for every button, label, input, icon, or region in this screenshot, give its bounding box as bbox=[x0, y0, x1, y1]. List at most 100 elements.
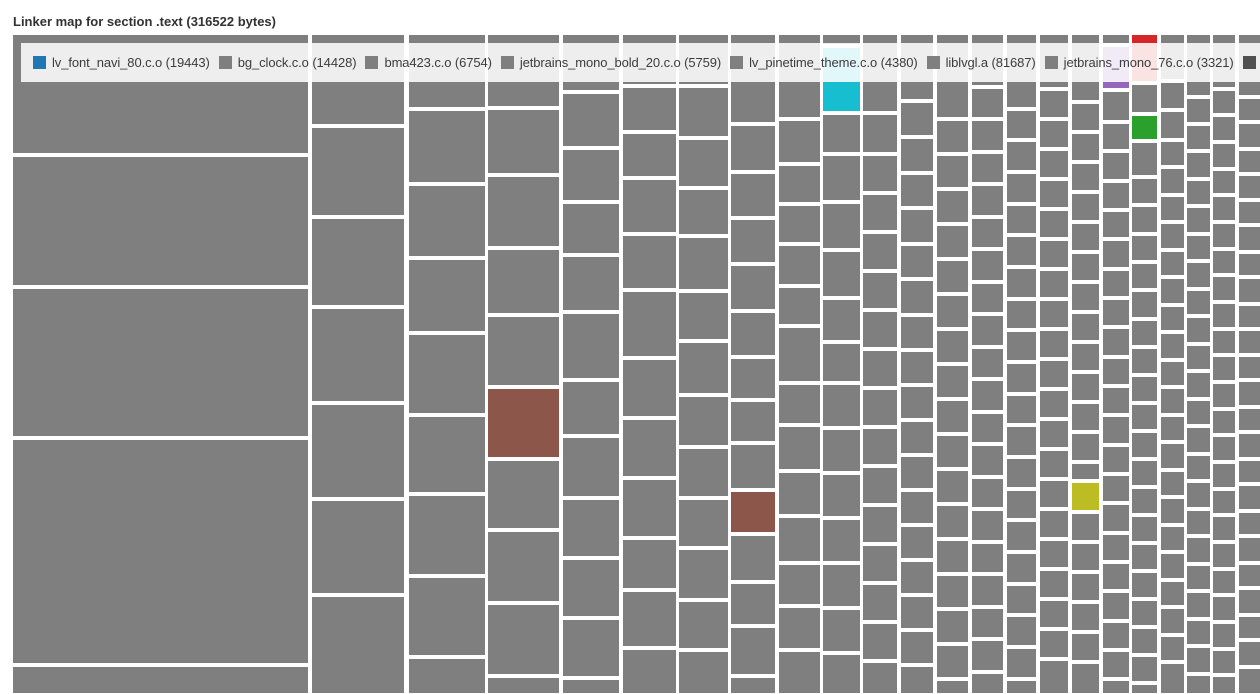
treemap-block[interactable] bbox=[1213, 144, 1235, 167]
treemap-block[interactable] bbox=[1187, 291, 1210, 314]
treemap-block[interactable] bbox=[1040, 571, 1068, 597]
treemap-block[interactable] bbox=[1072, 164, 1099, 190]
treemap-block[interactable] bbox=[972, 674, 1003, 693]
treemap-block[interactable] bbox=[1213, 437, 1235, 460]
treemap-block[interactable] bbox=[901, 457, 933, 488]
treemap-block[interactable] bbox=[972, 349, 1003, 377]
treemap-block[interactable] bbox=[937, 401, 968, 432]
treemap-block[interactable] bbox=[901, 175, 933, 206]
treemap-block[interactable] bbox=[679, 343, 728, 393]
treemap-block[interactable] bbox=[1132, 264, 1157, 288]
treemap-block[interactable] bbox=[1072, 574, 1099, 600]
treemap-block[interactable] bbox=[1072, 544, 1099, 570]
treemap-block[interactable] bbox=[863, 429, 897, 464]
treemap-block[interactable] bbox=[972, 641, 1003, 670]
treemap-block[interactable] bbox=[1007, 332, 1036, 360]
treemap-block[interactable] bbox=[563, 500, 619, 556]
treemap-block[interactable] bbox=[972, 121, 1003, 150]
treemap-block[interactable] bbox=[937, 646, 968, 677]
treemap-block[interactable] bbox=[1007, 174, 1036, 202]
treemap-block[interactable] bbox=[1040, 481, 1068, 507]
treemap-block-brown[interactable] bbox=[731, 492, 775, 532]
treemap-block[interactable] bbox=[1132, 207, 1157, 232]
treemap-block[interactable] bbox=[937, 611, 968, 642]
treemap-block[interactable] bbox=[1007, 554, 1036, 582]
treemap-block[interactable] bbox=[1007, 206, 1036, 233]
treemap-block[interactable] bbox=[1072, 374, 1099, 400]
treemap-block[interactable] bbox=[1239, 382, 1260, 405]
treemap-block[interactable] bbox=[563, 257, 619, 310]
treemap-block[interactable] bbox=[1007, 491, 1036, 518]
legend-item[interactable]: bg_clock.c.o (14428) bbox=[218, 55, 357, 70]
treemap-block[interactable] bbox=[1239, 176, 1260, 198]
treemap-block[interactable] bbox=[1072, 224, 1099, 250]
treemap-block[interactable] bbox=[937, 121, 968, 152]
treemap-block[interactable] bbox=[937, 436, 968, 467]
treemap-block[interactable] bbox=[863, 234, 897, 269]
treemap-block[interactable] bbox=[1239, 124, 1260, 147]
treemap-block[interactable] bbox=[563, 150, 619, 200]
treemap-block[interactable] bbox=[1213, 224, 1235, 247]
treemap-block[interactable] bbox=[1132, 236, 1157, 260]
treemap-block[interactable] bbox=[563, 204, 619, 253]
treemap-block[interactable] bbox=[488, 678, 559, 693]
treemap-block[interactable] bbox=[1187, 263, 1210, 287]
treemap-block[interactable] bbox=[901, 210, 933, 242]
treemap-block[interactable] bbox=[563, 680, 619, 693]
treemap-block[interactable] bbox=[901, 387, 933, 418]
treemap-block[interactable] bbox=[937, 226, 968, 257]
treemap-block[interactable] bbox=[1132, 601, 1157, 625]
treemap-block[interactable] bbox=[409, 417, 485, 492]
treemap-block[interactable] bbox=[1161, 389, 1184, 413]
treemap-block[interactable] bbox=[1213, 277, 1235, 300]
treemap-block[interactable] bbox=[563, 314, 619, 378]
treemap-block[interactable] bbox=[1161, 142, 1184, 165]
treemap-block[interactable] bbox=[823, 252, 860, 296]
treemap-block[interactable] bbox=[679, 190, 728, 234]
treemap-block[interactable] bbox=[937, 296, 968, 327]
treemap-block[interactable] bbox=[1072, 604, 1099, 630]
treemap-block[interactable] bbox=[623, 292, 676, 356]
treemap-block[interactable] bbox=[679, 397, 728, 445]
treemap-block[interactable] bbox=[731, 313, 775, 355]
treemap-block[interactable] bbox=[679, 238, 728, 289]
treemap-block[interactable] bbox=[312, 309, 404, 401]
treemap-block[interactable] bbox=[1072, 464, 1099, 479]
treemap-block[interactable] bbox=[937, 471, 968, 502]
treemap-block[interactable] bbox=[1213, 91, 1235, 113]
treemap-block[interactable] bbox=[1132, 377, 1157, 401]
treemap-block[interactable] bbox=[1161, 197, 1184, 220]
treemap-block[interactable] bbox=[823, 565, 860, 606]
treemap-block[interactable] bbox=[1161, 334, 1184, 358]
treemap-block[interactable] bbox=[312, 219, 404, 305]
treemap-block[interactable] bbox=[1040, 511, 1068, 537]
treemap-block[interactable] bbox=[1239, 227, 1260, 250]
treemap-block[interactable] bbox=[1132, 573, 1157, 597]
treemap-block[interactable] bbox=[731, 402, 775, 441]
treemap-block[interactable] bbox=[1132, 489, 1157, 513]
treemap-block[interactable] bbox=[312, 128, 404, 215]
treemap-block-yellow[interactable] bbox=[1072, 483, 1099, 510]
treemap-block[interactable] bbox=[1239, 461, 1260, 482]
treemap-block[interactable] bbox=[1132, 292, 1157, 317]
treemap-block[interactable] bbox=[1187, 99, 1210, 122]
treemap-block[interactable] bbox=[1187, 181, 1210, 204]
treemap-block[interactable] bbox=[972, 284, 1003, 312]
treemap-block[interactable] bbox=[1187, 593, 1210, 617]
treemap-block[interactable] bbox=[731, 628, 775, 674]
treemap-block[interactable] bbox=[1239, 513, 1260, 534]
treemap-block[interactable] bbox=[731, 584, 775, 624]
treemap-block[interactable] bbox=[1132, 321, 1157, 345]
treemap-block[interactable] bbox=[731, 359, 775, 398]
treemap-block[interactable] bbox=[901, 562, 933, 593]
treemap-block[interactable] bbox=[972, 544, 1003, 572]
treemap-block[interactable] bbox=[731, 536, 775, 580]
treemap-block[interactable] bbox=[779, 473, 820, 514]
treemap-block[interactable] bbox=[1040, 151, 1068, 177]
treemap-block[interactable] bbox=[1161, 307, 1184, 330]
treemap-block[interactable] bbox=[779, 385, 820, 423]
treemap-block[interactable] bbox=[1007, 459, 1036, 487]
treemap-block[interactable] bbox=[1161, 169, 1184, 193]
treemap-block[interactable] bbox=[1213, 491, 1235, 513]
treemap-block[interactable] bbox=[863, 468, 897, 503]
